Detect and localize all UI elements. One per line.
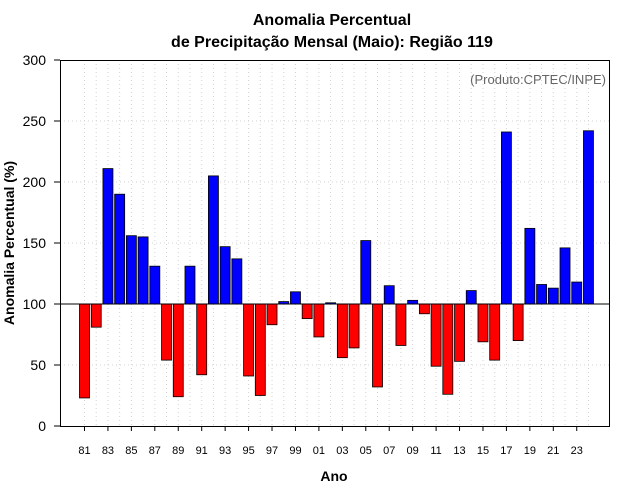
x-tick-label: 23 (571, 445, 583, 457)
bar-17 (501, 131, 512, 305)
x-tick-label: 07 (383, 445, 395, 457)
bar-88 (161, 303, 172, 361)
x-tick-label: 05 (360, 445, 372, 457)
bar-92 (208, 175, 219, 305)
x-tick-label: 15 (477, 445, 489, 457)
x-tick-label: 87 (149, 445, 161, 457)
x-axis-label: Ano (320, 468, 347, 484)
bar-09 (407, 299, 419, 305)
bar-14 (465, 290, 477, 305)
y-axis-label: Anomalia Percentual (%) (1, 161, 17, 325)
x-tick-label: 99 (289, 445, 301, 457)
plot-frame (60, 60, 610, 427)
y-tick-label: 0 (38, 418, 46, 434)
x-tick-label: 17 (500, 445, 512, 457)
x-tick-label: 11 (430, 445, 441, 457)
y-tick-label: 200 (23, 174, 47, 190)
x-tick-label: 93 (219, 445, 231, 457)
bar-82 (90, 303, 102, 328)
x-tick-label: 13 (453, 445, 465, 457)
bar-00 (301, 303, 313, 320)
y-tick-label: 300 (23, 52, 47, 68)
bar-90 (184, 265, 196, 305)
bar-86 (137, 236, 149, 305)
x-tick-label: 21 (547, 445, 559, 457)
bar-24 (583, 130, 594, 305)
bar-04 (348, 303, 360, 349)
bar-85 (125, 235, 137, 305)
grid (60, 60, 610, 426)
chart-title-line2: de Precipitação Mensal (Maio): Região 11… (171, 34, 493, 51)
bar-05 (360, 240, 372, 305)
x-axis: 81 83 85 87 89 91 93 95 97 99 01 03 05 07 09 11 13 15 17 19… (78, 426, 583, 457)
bar-20 (536, 284, 547, 305)
bar-93 (219, 246, 231, 305)
bar-03 (336, 303, 348, 359)
bar-84 (114, 193, 126, 305)
bar-10 (418, 303, 430, 315)
bar-96 (254, 303, 266, 396)
bar-13 (454, 303, 465, 362)
x-tick-label: 01 (313, 445, 325, 457)
x-tick-label: 83 (102, 445, 114, 457)
bar-07 (383, 285, 395, 305)
bar-21 (547, 287, 559, 305)
bar-16 (489, 303, 501, 361)
bar-81 (79, 303, 90, 399)
bar-91 (196, 303, 208, 376)
x-tick-label: 91 (196, 445, 208, 457)
bar-23 (571, 281, 583, 305)
bar-19 (524, 227, 536, 305)
bar-12 (442, 303, 454, 395)
bars (79, 130, 594, 399)
bar-99 (290, 291, 301, 305)
bar-01 (313, 303, 325, 338)
bar-87 (149, 265, 161, 305)
bar-95 (243, 303, 254, 377)
y-tick-label: 100 (23, 296, 47, 312)
y-tick-label: 150 (23, 235, 47, 251)
bar-15 (477, 303, 489, 343)
x-tick-label: 81 (78, 445, 90, 457)
bar-89 (172, 303, 184, 398)
bar-94 (231, 258, 243, 305)
bar-06 (372, 303, 383, 388)
bar-08 (395, 303, 407, 346)
x-tick-label: 19 (524, 445, 536, 457)
x-tick-label: 03 (336, 445, 348, 457)
credit-text: (Produto:CPTEC/INPE) (470, 72, 606, 87)
bar-97 (266, 303, 278, 326)
bar-11 (430, 303, 442, 367)
bar-22 (559, 247, 571, 305)
bar-18 (512, 303, 524, 341)
x-tick-label: 97 (266, 445, 278, 457)
x-tick-label: 89 (172, 445, 184, 457)
chart-title-line1: Anomalia Percentual (253, 12, 411, 29)
y-axis: 0 50 100 150 200 250 300 (23, 52, 60, 434)
x-tick-label: 85 (125, 445, 137, 457)
bar-83 (102, 168, 114, 305)
x-tick-label: 95 (242, 445, 254, 457)
y-tick-label: 250 (23, 113, 47, 129)
x-tick-label: 09 (407, 445, 419, 457)
y-tick-label: 50 (30, 357, 46, 373)
